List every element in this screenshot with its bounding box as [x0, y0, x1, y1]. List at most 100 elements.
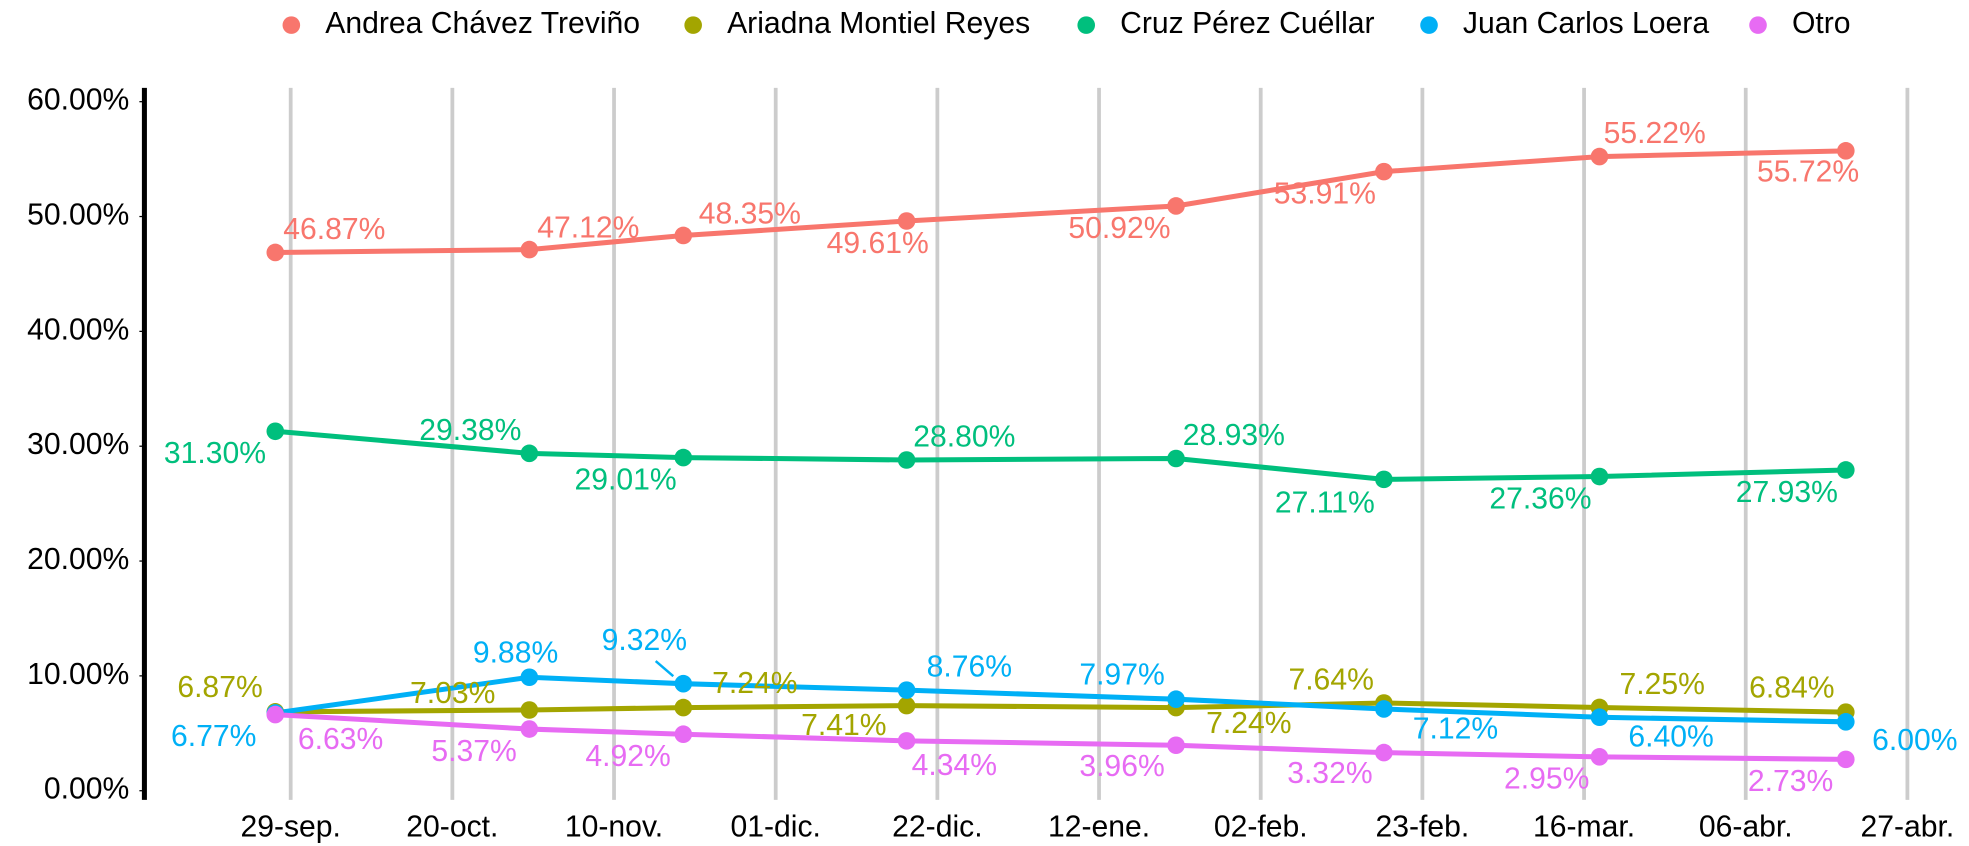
- point: [1837, 750, 1855, 769]
- point: [897, 451, 916, 469]
- data-label: 29.38%: [419, 414, 521, 447]
- point: [1167, 736, 1185, 755]
- y-tick-label: 60.00%: [27, 84, 129, 117]
- point: [1167, 197, 1185, 215]
- data-label: 55.72%: [1757, 155, 1859, 188]
- data-label: 7.64%: [1288, 664, 1373, 697]
- data-label: 29.01%: [574, 463, 676, 496]
- legend-marker: [282, 16, 301, 34]
- y-tick-label: 40.00%: [27, 313, 129, 346]
- legend-label: Ariadna Montiel Reyes: [727, 7, 1030, 40]
- data-label: 7.24%: [712, 667, 797, 700]
- point: [1590, 708, 1609, 727]
- series-line: [275, 700, 1846, 715]
- point: [1837, 142, 1855, 160]
- data-label: 49.61%: [827, 227, 929, 260]
- point: [1375, 470, 1393, 489]
- point: [674, 725, 693, 744]
- x-tick-label: 23-feb.: [1375, 811, 1469, 844]
- legend-label: Andrea Chávez Treviño: [325, 7, 640, 40]
- data-label: 46.87%: [283, 213, 385, 246]
- data-label: 7.25%: [1620, 668, 1705, 701]
- x-tick-label: 16-mar.: [1533, 811, 1635, 844]
- data-label: 7.12%: [1413, 712, 1498, 745]
- point: [1167, 690, 1185, 708]
- point: [897, 732, 916, 750]
- y-tick-label: 50.00%: [27, 198, 129, 231]
- y-tick-label: 10.00%: [27, 658, 129, 691]
- point: [674, 698, 693, 717]
- point: [266, 243, 285, 262]
- data-label: 7.24%: [1206, 707, 1291, 740]
- point: [674, 448, 693, 467]
- data-label: 9.88%: [473, 637, 558, 670]
- data-label: 5.37%: [431, 735, 516, 768]
- data-label: 27.93%: [1736, 476, 1838, 509]
- point: [266, 422, 285, 441]
- x-tick-label: 12-ene.: [1048, 811, 1150, 844]
- point: [897, 696, 916, 715]
- data-label: 53.91%: [1274, 177, 1376, 210]
- x-tick-label: 29-sep.: [240, 811, 340, 844]
- point: [520, 240, 539, 259]
- data-label: 6.63%: [298, 723, 383, 756]
- data-label: 3.32%: [1287, 757, 1372, 790]
- point: [897, 212, 916, 230]
- legend-label: Otro: [1792, 7, 1851, 40]
- point: [1375, 162, 1393, 181]
- legend-label: Cruz Pérez Cuéllar: [1120, 7, 1374, 40]
- point: [1590, 467, 1609, 486]
- x-tick-label: 01-dic.: [730, 811, 820, 844]
- leader-line: [654, 660, 675, 678]
- point: [1837, 713, 1855, 731]
- data-label: 4.34%: [912, 749, 997, 782]
- y-tick-label: 30.00%: [27, 428, 129, 461]
- series-line: [275, 712, 1846, 762]
- data-label: 47.12%: [537, 211, 639, 244]
- data-label: 4.92%: [585, 740, 670, 773]
- point: [520, 444, 539, 463]
- data-label: 8.76%: [927, 651, 1012, 684]
- legend-marker: [684, 16, 702, 34]
- data-label: 27.11%: [1275, 486, 1375, 519]
- legend-label: Juan Carlos Loera: [1463, 7, 1709, 40]
- data-label: 2.95%: [1504, 763, 1589, 796]
- legend-marker: [1077, 16, 1096, 34]
- data-label: 6.87%: [177, 671, 262, 704]
- data-label: 6.84%: [1749, 672, 1834, 705]
- data-label: 31.30%: [164, 437, 266, 470]
- point: [1375, 743, 1393, 762]
- data-label: 6.77%: [171, 720, 256, 753]
- point: [520, 720, 539, 738]
- point: [674, 226, 693, 245]
- series-line: [275, 428, 1846, 482]
- data-label: 6.00%: [1872, 724, 1957, 757]
- x-tick-label: 10-nov.: [565, 811, 663, 844]
- point: [520, 701, 539, 719]
- data-label: 28.80%: [913, 421, 1015, 454]
- series-line: [274, 674, 1846, 725]
- data-label: 48.35%: [699, 197, 801, 230]
- x-tick-label: 22-dic.: [892, 811, 982, 844]
- point: [1375, 700, 1393, 718]
- point: [266, 705, 285, 724]
- point: [1590, 147, 1609, 166]
- point: [1167, 449, 1185, 468]
- x-tick-label: 27-abr.: [1861, 811, 1955, 844]
- data-label: 2.73%: [1748, 765, 1833, 798]
- point: [1590, 748, 1609, 766]
- data-label: 55.22%: [1604, 117, 1706, 150]
- point: [674, 674, 693, 693]
- point: [520, 668, 539, 687]
- x-tick-label: 20-oct.: [406, 811, 498, 844]
- point: [1837, 461, 1855, 479]
- data-label: 3.96%: [1079, 750, 1164, 783]
- point: [897, 681, 916, 699]
- x-tick-label: 06-abr.: [1699, 811, 1793, 844]
- data-label: 7.41%: [801, 709, 886, 742]
- legend-marker: [1749, 16, 1767, 34]
- series-line: [275, 148, 1846, 255]
- y-tick-label: 0.00%: [44, 773, 129, 806]
- data-label: 27.36%: [1489, 482, 1591, 515]
